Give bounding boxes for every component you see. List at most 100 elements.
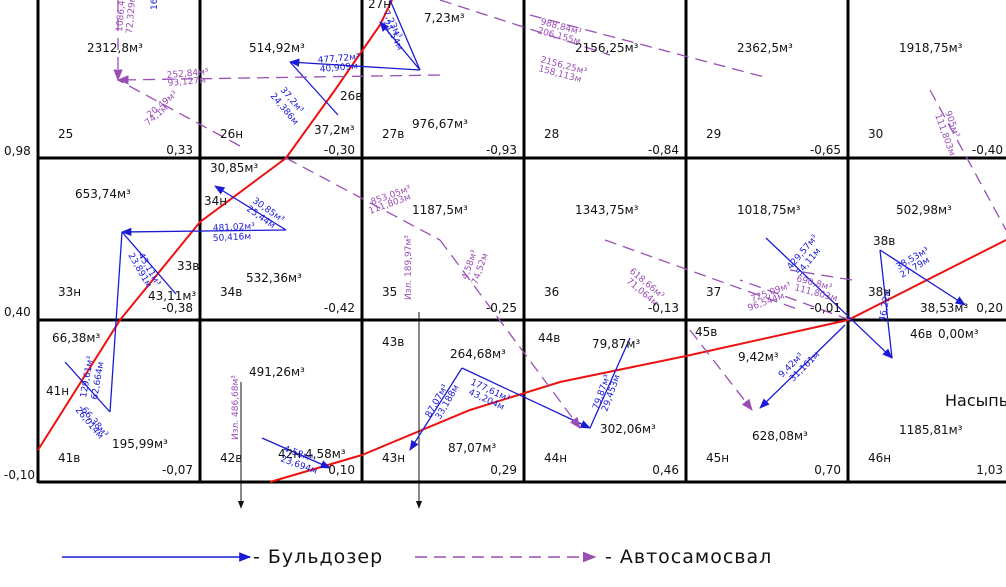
truck-label: 1086,48м³	[115, 0, 129, 32]
cell-volume: 1018,75м³	[737, 203, 801, 217]
cell-elevation: 0,33	[166, 143, 193, 157]
cell-volume: 502,98м³	[896, 203, 952, 217]
cell-number: 28	[544, 127, 559, 141]
cell-elevation: -0,42	[324, 301, 355, 315]
cell-volume: 1918,75м³	[899, 41, 963, 55]
truck-label: 252,84м³	[166, 67, 209, 81]
cell-volume: 628,08м³	[752, 429, 808, 443]
labels-layer: 25 0,33 2312,8м³ 26н -0,30 514,92м³ 27в -0,93 97…	[4, 0, 1006, 568]
bulldozer-label: 481,02м³	[213, 222, 256, 234]
cell-volume: 491,26м³	[249, 365, 305, 379]
excavation-label: Изл. 189,97м³	[404, 235, 414, 300]
point-label: 38,53м³	[920, 301, 968, 315]
bulldozer-label: 50,416м	[213, 232, 252, 244]
cell-number: 37	[706, 285, 721, 299]
cell-elevation: 0,70	[814, 463, 841, 477]
cell-number: 25	[58, 127, 73, 141]
cell-volume: 2156,25м³	[575, 41, 639, 55]
cell-number: 33н	[58, 285, 81, 299]
cell-volume: 514,92м³	[249, 41, 305, 55]
legend-bulldozer: - Бульдозер	[253, 546, 383, 568]
point-label: 66,38м³	[52, 331, 100, 345]
truck-arrows	[113, 0, 1006, 429]
cell-elevation: -0,07	[162, 463, 193, 477]
cell-elevation: -0,01	[810, 301, 841, 315]
point-label: 43в	[382, 335, 404, 349]
cell-number: 27в	[382, 127, 404, 141]
point-label: 42н	[278, 447, 301, 461]
cell-volume: 653,74м³	[75, 187, 131, 201]
truck-label: 93,127м	[167, 76, 206, 89]
point-label: 79,87м³	[592, 337, 640, 351]
point-label: 45в	[695, 325, 717, 339]
bulldozer-arrows	[64, 0, 966, 469]
grid	[36, 0, 1006, 484]
point-label: 30,85м³	[210, 161, 258, 175]
cell-volume: 1343,75м³	[575, 203, 639, 217]
cell-number: 29	[706, 127, 721, 141]
cell-elevation: -0,84	[648, 143, 679, 157]
cell-elevation: 0,20	[976, 301, 1003, 315]
point-label: 26в	[340, 89, 362, 103]
point-label: 7,23м³	[424, 11, 465, 25]
cell-elevation: 0,29	[490, 463, 517, 477]
cell-elevation: -0,40	[972, 143, 1003, 157]
cell-volume: 2362,5м³	[737, 41, 793, 55]
cell-number: 44н	[544, 451, 567, 465]
cell-volume: 195,99м³	[112, 437, 168, 451]
point-label: 46в	[910, 327, 932, 341]
point-label: 264,68м³	[450, 347, 506, 361]
point-label: 27н	[368, 0, 391, 11]
bulldozer-label: 40,909м	[319, 62, 358, 75]
excavation-arrows	[237, 312, 423, 509]
cell-volume: 87,07м³	[448, 441, 496, 455]
cell-volume: 532,36м³	[246, 271, 302, 285]
cell-elevation: -0,65	[810, 143, 841, 157]
cell-number: 43н	[382, 451, 405, 465]
cell-number: 30	[868, 127, 883, 141]
point-label: 44в	[538, 331, 560, 345]
cell-number: 38н	[868, 285, 891, 299]
point-label: 4,58м³	[305, 447, 346, 461]
cell-number: 42в	[220, 451, 242, 465]
cell-elevation: 1,03	[976, 463, 1003, 477]
cell-elevation: -0,38	[162, 301, 193, 315]
point-label: 34н	[204, 194, 227, 208]
legend-truck: - Автосамосвал	[605, 546, 772, 568]
misc-label: 16	[150, 0, 160, 10]
bulldozer-label: 477,72м³	[317, 52, 360, 66]
cell-number: 35	[382, 285, 397, 299]
cell-volume: 976,67м³	[412, 117, 468, 131]
cell-elevation: 0,10	[328, 463, 355, 477]
cell-volume: 302,06м³	[600, 422, 656, 436]
cell-number: 34в	[220, 285, 242, 299]
point-label: 0,00м³	[938, 327, 979, 341]
row-elevation: 0,98	[4, 144, 31, 158]
cell-volume: 1185,81м³	[899, 423, 963, 437]
point-label: 9,42м³	[738, 350, 779, 364]
row-elevation: 0,40	[4, 305, 31, 319]
cell-elevation: -0,25	[486, 301, 517, 315]
cell-volume: 2312,8м³	[87, 41, 143, 55]
excavation-label: Изл. 486,68м³	[231, 375, 241, 440]
point-label: 41н	[46, 384, 69, 398]
point-label: 37,2м³	[314, 123, 355, 137]
point-label: 33в	[177, 259, 199, 273]
point-label: 38в	[873, 234, 895, 248]
cell-volume: 1187,5м³	[412, 203, 468, 217]
cell-elevation: 0,46	[652, 463, 679, 477]
cell-number: 45н	[706, 451, 729, 465]
cell-number: 46н	[868, 451, 891, 465]
cell-number: 36	[544, 285, 559, 299]
cell-elevation: -0,30	[324, 143, 355, 157]
cell-number: 26н	[220, 127, 243, 141]
point-label: 43,11м³	[148, 289, 196, 303]
embankment-label: Насыпь	[945, 391, 1006, 410]
truck-label: 72,329м	[125, 0, 138, 34]
cell-number: 41в	[58, 451, 80, 465]
cell-elevation: -0,93	[486, 143, 517, 157]
cell-elevation: -0,13	[648, 301, 679, 315]
row-elevation: -0,10	[4, 468, 35, 482]
